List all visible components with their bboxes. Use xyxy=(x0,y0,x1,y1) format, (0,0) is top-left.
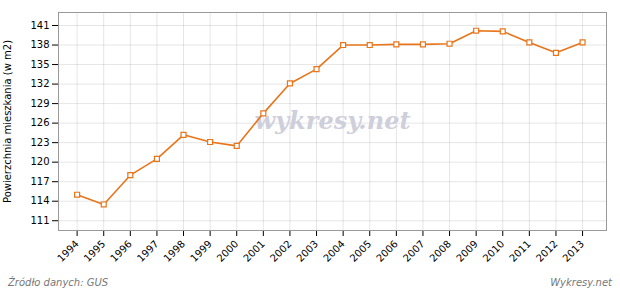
svg-text:117: 117 xyxy=(30,176,49,187)
svg-text:2004: 2004 xyxy=(321,238,347,264)
svg-text:2012: 2012 xyxy=(534,238,560,264)
svg-text:1997: 1997 xyxy=(135,238,161,264)
svg-text:2000: 2000 xyxy=(215,238,241,264)
svg-text:135: 135 xyxy=(30,59,49,70)
svg-text:1996: 1996 xyxy=(108,238,134,264)
svg-text:2002: 2002 xyxy=(268,238,294,264)
svg-text:2007: 2007 xyxy=(401,238,427,264)
svg-text:wykresy.net: wykresy.net xyxy=(254,106,410,135)
svg-text:2009: 2009 xyxy=(454,238,480,264)
svg-text:2013: 2013 xyxy=(560,238,586,264)
svg-text:120: 120 xyxy=(30,156,49,167)
svg-text:1999: 1999 xyxy=(188,238,214,264)
svg-text:123: 123 xyxy=(30,137,49,148)
svg-text:2001: 2001 xyxy=(241,238,267,264)
svg-text:138: 138 xyxy=(30,39,49,50)
svg-text:2010: 2010 xyxy=(481,238,507,264)
svg-text:1998: 1998 xyxy=(161,238,187,264)
svg-text:1995: 1995 xyxy=(82,238,108,264)
svg-text:126: 126 xyxy=(30,117,49,128)
svg-text:Powierzchnia mieszkania (w m2): Powierzchnia mieszkania (w m2) xyxy=(2,40,13,203)
svg-text:2011: 2011 xyxy=(507,238,533,264)
svg-text:2008: 2008 xyxy=(427,238,453,264)
html-text:Źródło danych: GUS: Źródło danych: GUS xyxy=(8,276,109,288)
html-text:Wykresy.net: Wykresy.net xyxy=(550,276,612,288)
svg-text:141: 141 xyxy=(30,20,49,31)
svg-text:129: 129 xyxy=(30,98,49,109)
svg-text:132: 132 xyxy=(30,78,49,89)
svg-text:2003: 2003 xyxy=(294,238,320,264)
svg-text:111: 111 xyxy=(30,215,49,226)
svg-text:2005: 2005 xyxy=(348,238,374,264)
svg-text:114: 114 xyxy=(30,195,49,206)
svg-text:1994: 1994 xyxy=(55,238,81,264)
svg-text:2006: 2006 xyxy=(374,238,400,264)
